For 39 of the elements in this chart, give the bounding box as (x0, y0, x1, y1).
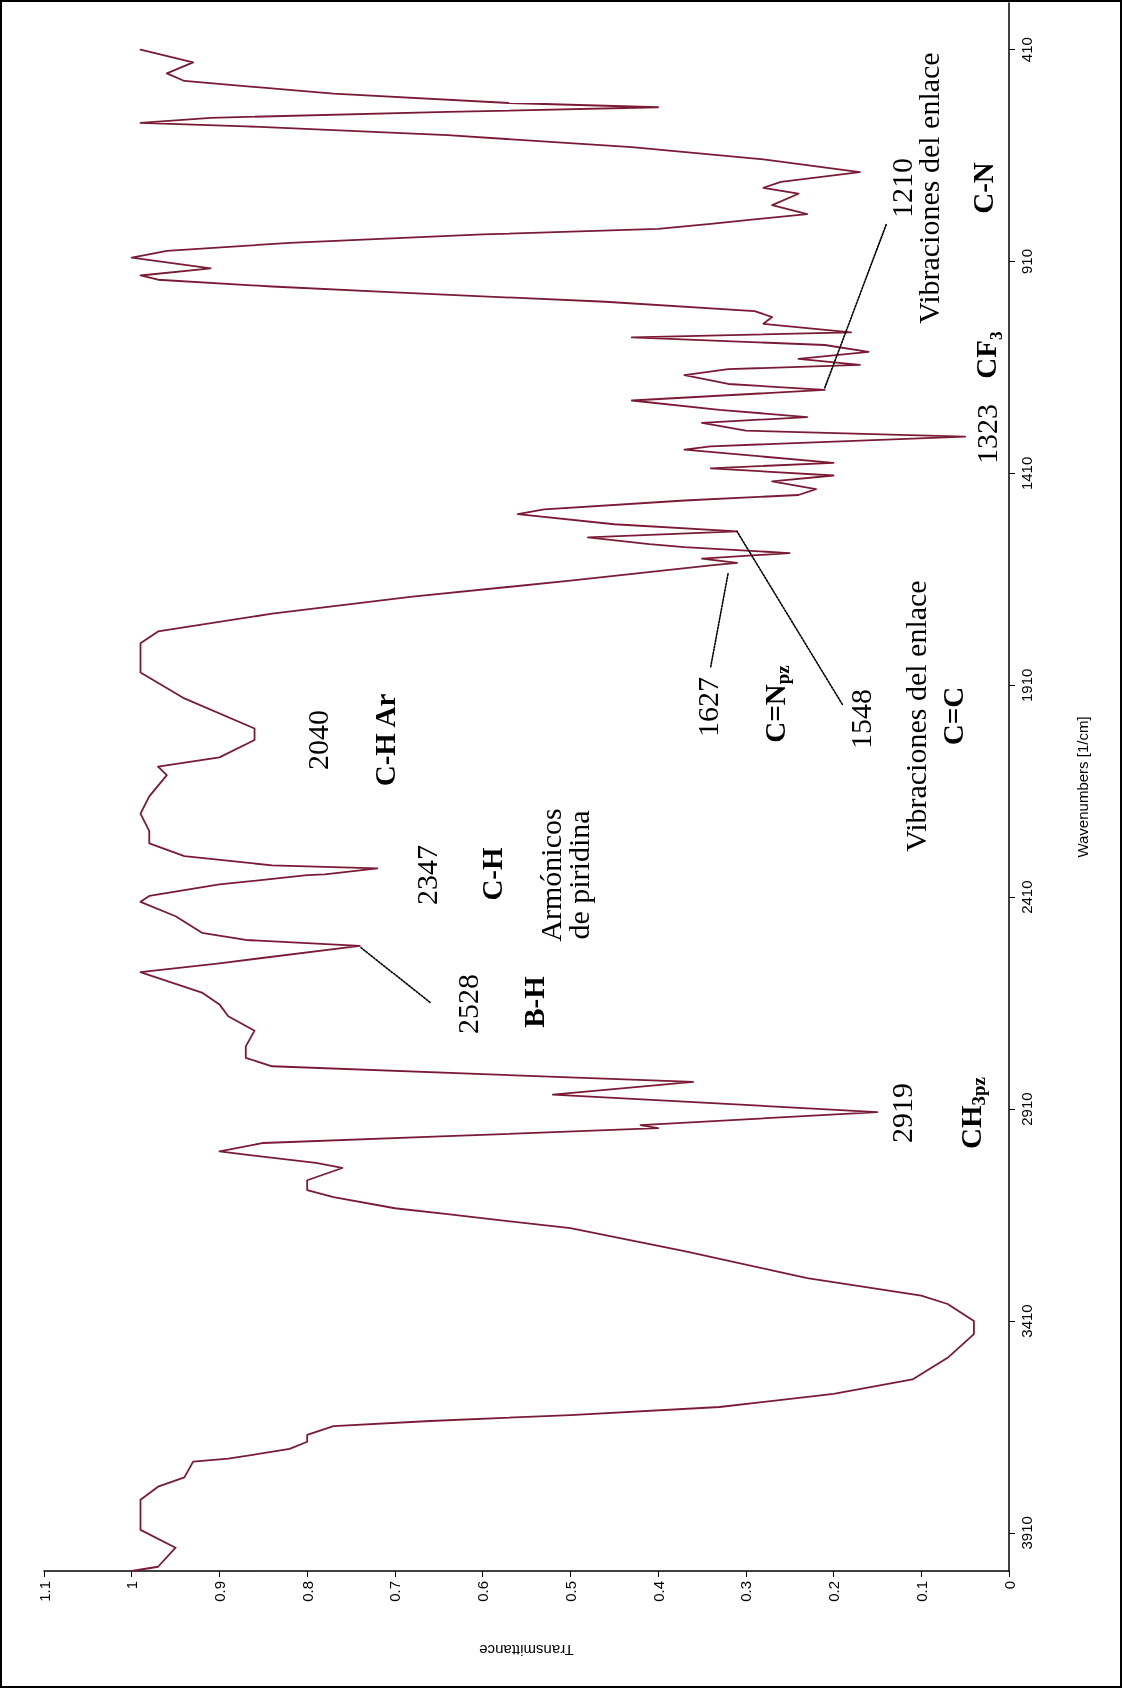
annotation: B-H (518, 975, 550, 1028)
y-tick-label: 1410 (1018, 456, 1035, 491)
annotation: C-H (476, 846, 508, 901)
annotation: CH3pz (955, 1076, 989, 1149)
annotation: 1627 (690, 677, 724, 737)
annotation: C=C (937, 686, 969, 746)
y-tick-label: 3910 (1018, 1516, 1035, 1550)
y-tick-label: 410 (1018, 37, 1035, 63)
y-tick-label: 2910 (1018, 1092, 1035, 1126)
annotation: 2347 (409, 845, 443, 905)
y-tick-label: 3410 (1018, 1304, 1035, 1338)
x-tick-label: 0.5 (561, 1581, 579, 1602)
y-tick-label: 2410 (1018, 880, 1035, 914)
annotation: Armónicos de piridina (533, 808, 595, 942)
y-axis-title: Wavenumbers [1/cm] (1074, 716, 1091, 858)
annotation: C=Npz (759, 664, 793, 743)
annotation: 2528 (450, 974, 484, 1034)
x-tick-label: 0.6 (474, 1581, 492, 1602)
annotation: 1548 (843, 689, 877, 749)
annotation: 2919 (884, 1083, 918, 1143)
x-tick-label: 0.8 (298, 1581, 316, 1602)
y-tick-label: 910 (1018, 248, 1035, 275)
x-tick-label: 0.1 (912, 1581, 930, 1602)
annotation: 1323 (969, 404, 1003, 464)
x-tick-label: 1 (123, 1581, 141, 1590)
annotation: C-H Ar (369, 693, 401, 787)
x-axis-title: Transmittance (479, 1642, 574, 1659)
x-tick-label: 0.7 (386, 1581, 404, 1602)
x-tick-label: 0.3 (737, 1581, 755, 1602)
x-tick-label: 0.2 (825, 1581, 843, 1602)
y-tick-label: 1910 (1018, 668, 1035, 702)
annotation: C-N (967, 162, 999, 214)
x-tick-label: 0 (1000, 1581, 1018, 1590)
x-tick-label: 0.9 (210, 1581, 228, 1602)
x-tick-label: 1.1 (35, 1581, 53, 1602)
annotation: 2040 (300, 710, 334, 770)
x-tick-label: 0.4 (649, 1581, 667, 1602)
annotation: Vibraciones del enlace (898, 580, 932, 852)
annotation: CF₃ (970, 331, 1002, 379)
